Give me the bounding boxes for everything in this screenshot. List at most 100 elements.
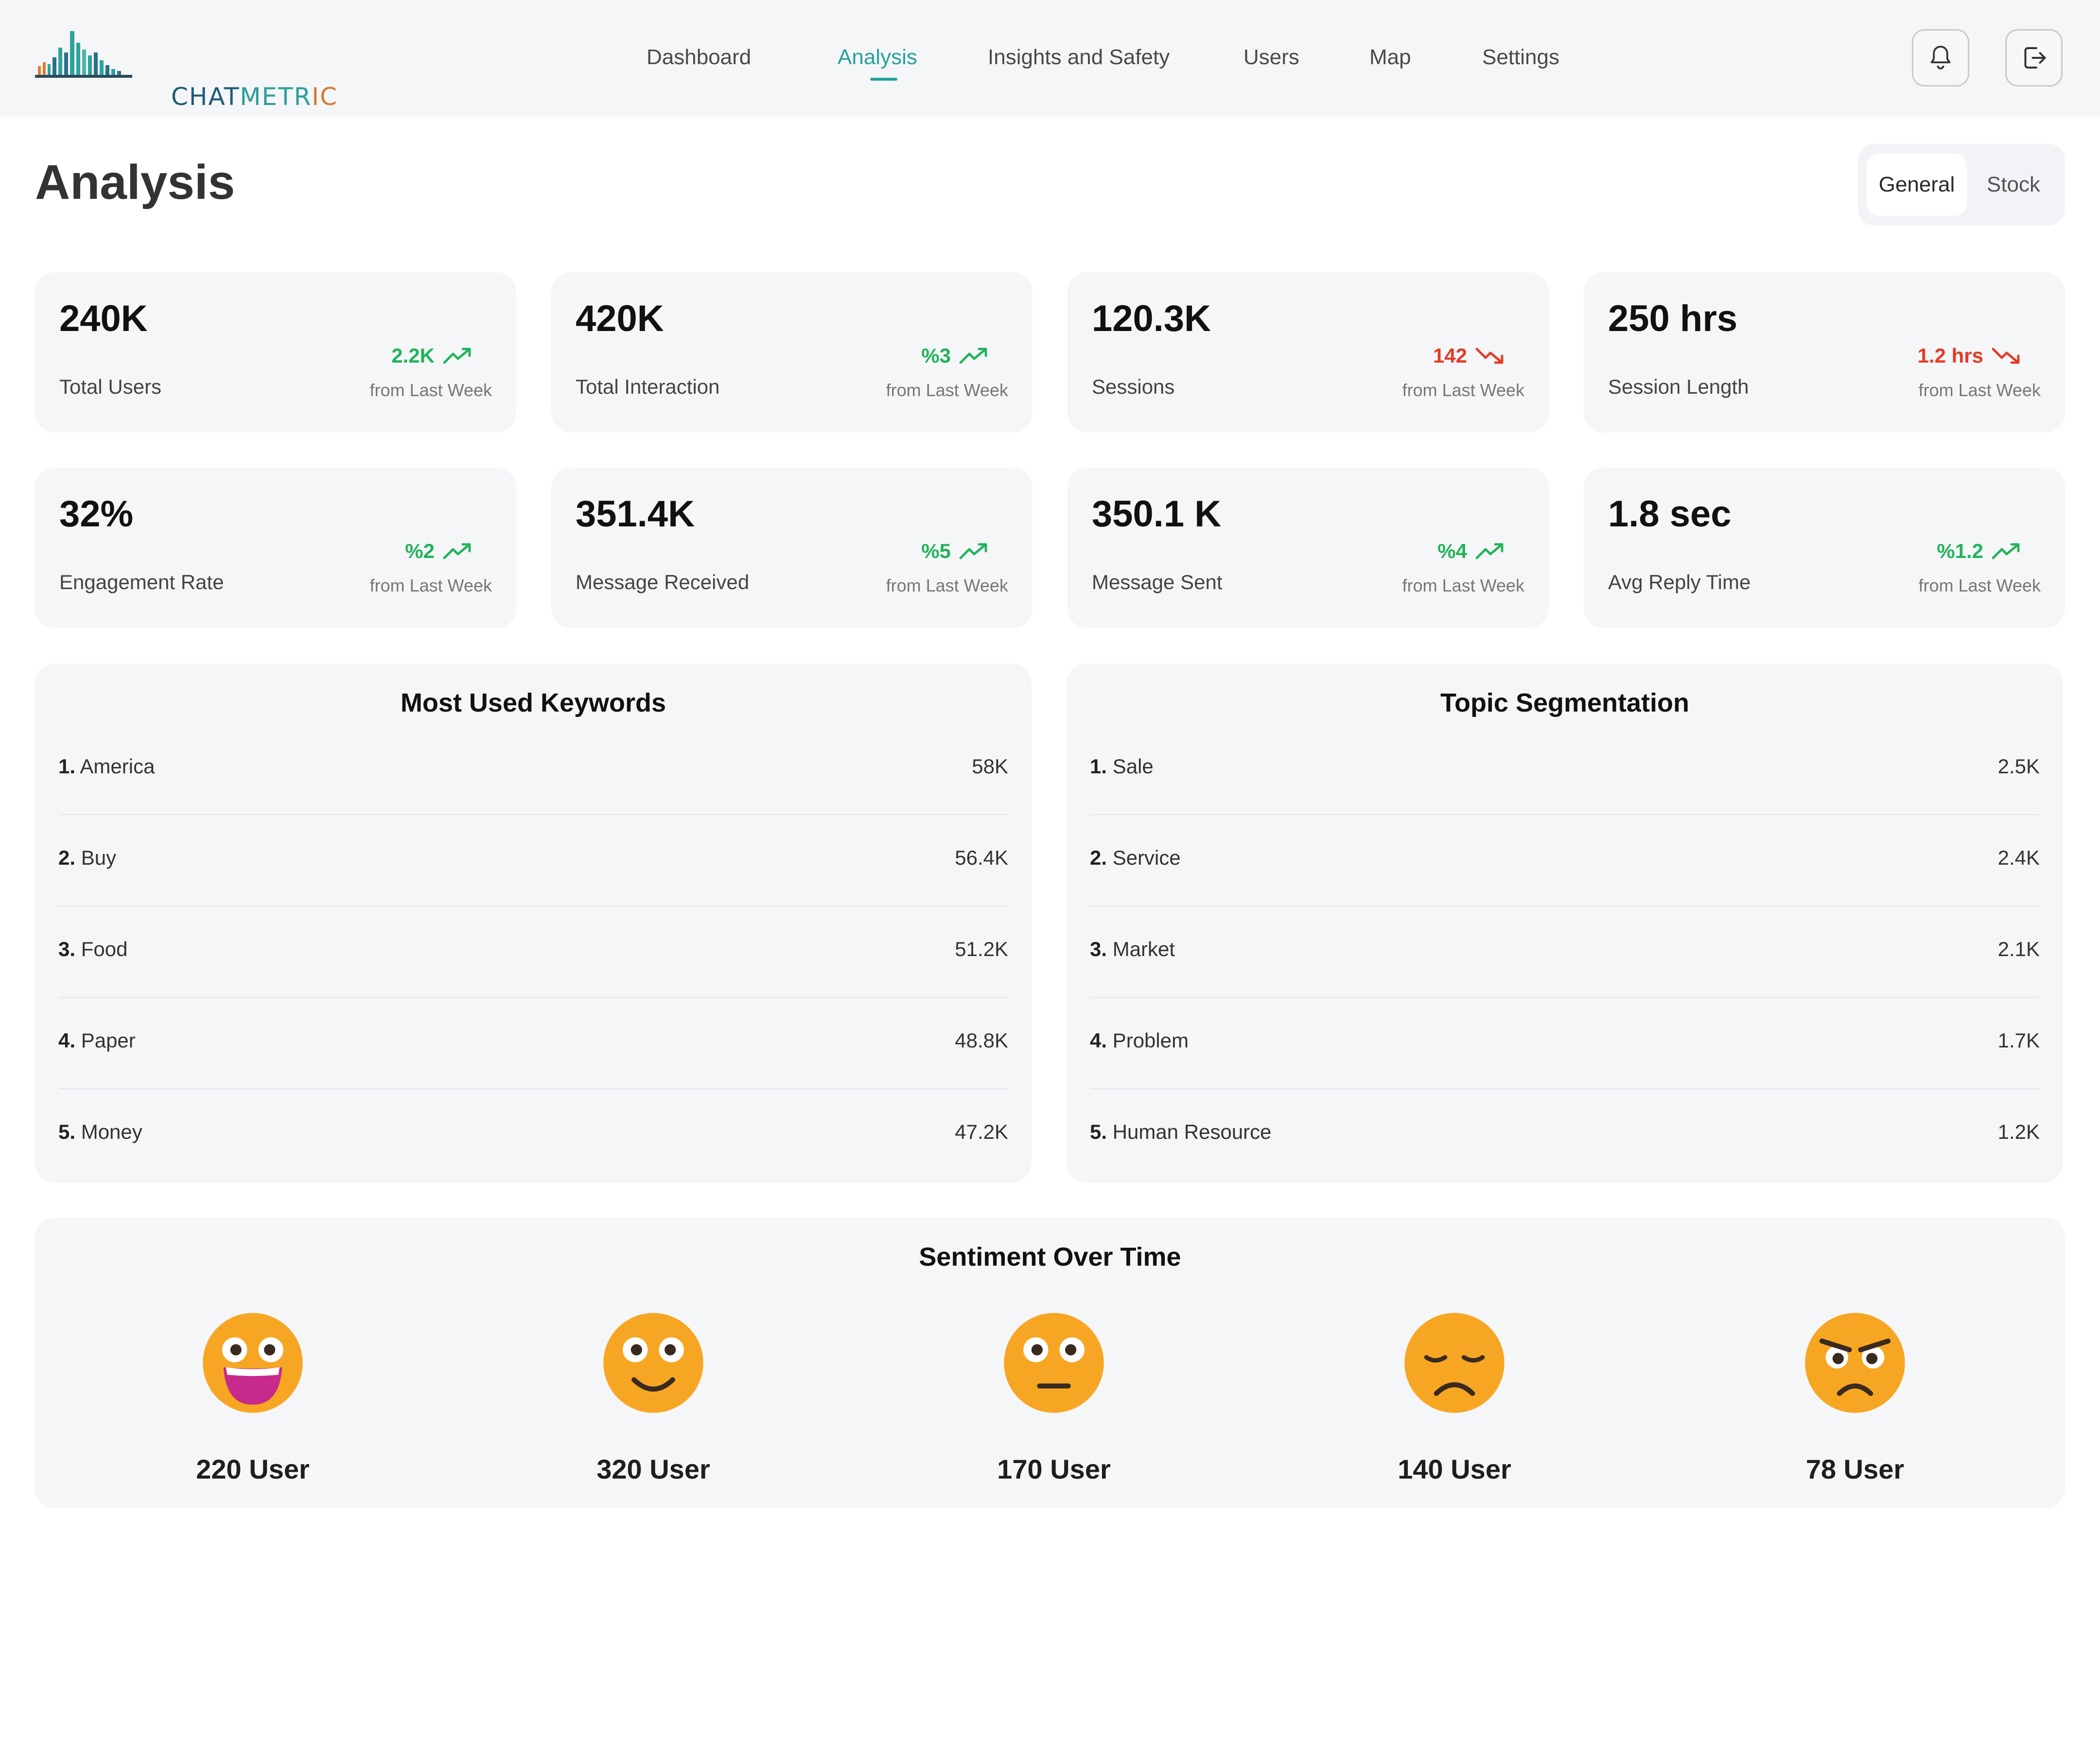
keyword-value: 51.2K	[955, 938, 1008, 960]
trend-up-icon	[1991, 541, 2022, 561]
keyword-label: 5. Money	[58, 1120, 142, 1144]
trend-up-icon	[1475, 541, 1506, 561]
topic-label: 1. Sale	[1090, 755, 1154, 778]
topics-panel: Topic Segmentation 1. Sale 2.5K 2. Service…	[1067, 663, 2063, 1183]
keyword-name: Buy	[81, 846, 117, 869]
keyword-row: 3. Food 51.2K	[58, 906, 1008, 998]
stat-change-value: 142	[1433, 344, 1467, 367]
stat-change: %2	[405, 540, 473, 563]
sentiment-item: 170 User	[981, 1312, 1127, 1497]
stat-change-value: 2.2K	[391, 344, 435, 367]
stat-value: 1.8 sec	[1608, 493, 1732, 535]
stat-compare-text: from Last Week	[369, 575, 492, 595]
stat-compare-text: from Last Week	[886, 380, 1008, 400]
sentiment-item: 140 User	[1382, 1312, 1527, 1497]
stat-change-value: %5	[921, 540, 951, 562]
stat-label: Total Users	[59, 375, 162, 398]
topic-name: Service	[1112, 846, 1181, 869]
stat-change-value: 1.2 hrs	[1917, 344, 1983, 367]
toggle-general[interactable]: General	[1867, 154, 1967, 216]
smiling-face-icon	[603, 1313, 703, 1413]
topic-label: 4. Problem	[1090, 1029, 1189, 1052]
stat-card: 350.1 K Message Sent %4 from Last Week	[1068, 468, 1549, 628]
keyword-name: Money	[81, 1120, 142, 1143]
stat-value: 420K	[576, 298, 664, 339]
keyword-name: Paper	[81, 1029, 136, 1052]
nav-map[interactable]: Map	[1369, 45, 1411, 69]
stat-value: 120.3K	[1092, 298, 1211, 339]
chatmetric-logo[interactable]: CHATMETRIC	[35, 28, 337, 111]
stat-card: 120.3K Sessions 142 from Last Week	[1068, 272, 1549, 433]
keyword-label: 3. Food	[58, 938, 127, 961]
sad-face-icon	[1404, 1313, 1505, 1413]
trend-down-icon	[1991, 346, 2022, 366]
stat-card: 1.8 sec Avg Reply Time %1.2 from Last Week	[1584, 468, 2065, 628]
sentiment-count: 220 User	[196, 1454, 310, 1484]
keyword-label: 2. Buy	[58, 846, 116, 870]
sentiment-panel: Sentiment Over Time 220 User 320 User 170 …	[35, 1218, 2065, 1508]
nav-insights-and-safety[interactable]: Insights and Safety	[988, 45, 1170, 69]
keyword-value: 56.4K	[955, 846, 1008, 869]
active-nav-indicator	[870, 78, 897, 81]
topic-name: Problem	[1112, 1029, 1189, 1052]
grinning-face-icon	[203, 1313, 303, 1413]
stat-compare-text: from Last Week	[886, 575, 1008, 595]
stat-card: 32% Engagement Rate %2 from Last Week	[35, 468, 516, 628]
stat-value: 32%	[59, 493, 134, 535]
topic-value: 2.1K	[1997, 938, 2040, 960]
topic-label: 3. Market	[1090, 938, 1175, 961]
topic-name: Human Resource	[1112, 1120, 1272, 1143]
stat-card: 250 hrs Session Length 1.2 hrs from Last We…	[1584, 272, 2065, 433]
keyword-name: America	[80, 755, 155, 778]
row-divider	[58, 814, 1008, 815]
stat-change: %3	[921, 344, 990, 367]
row-divider	[58, 1088, 1008, 1089]
logo-text: CHATMETRIC	[171, 83, 338, 111]
topic-row: 3. Market 2.1K	[1090, 906, 2040, 998]
sentiment-item: 78 User	[1782, 1312, 1928, 1497]
keyword-rank: 4.	[58, 1029, 76, 1052]
stat-label: Total Interaction	[576, 375, 720, 398]
topic-row: 2. Service 2.4K	[1090, 815, 2040, 906]
angry-face-icon	[1805, 1313, 1905, 1413]
logout-button[interactable]	[2005, 29, 2063, 87]
toggle-stock[interactable]: Stock	[1986, 173, 2041, 196]
stat-card: 420K Total Interaction %3 from Last Week	[551, 272, 1032, 433]
topics-title: Topic Segmentation	[1440, 688, 1690, 717]
notifications-button[interactable]	[1912, 29, 1969, 87]
nav-settings[interactable]: Settings	[1482, 45, 1559, 69]
stat-label: Avg Reply Time	[1608, 571, 1751, 593]
topic-name: Sale	[1112, 755, 1154, 778]
topic-rank: 4.	[1090, 1029, 1107, 1052]
stat-value: 351.4K	[576, 493, 695, 535]
stat-change-value: %1.2	[1937, 540, 1983, 562]
nav-dashboard[interactable]: Dashboard	[647, 45, 752, 69]
nav-users[interactable]: Users	[1243, 45, 1299, 69]
sentiment-item: 220 User	[180, 1312, 326, 1497]
stat-value: 350.1 K	[1092, 493, 1222, 535]
topic-value: 1.7K	[1997, 1029, 2040, 1052]
stat-change: %1.2	[1937, 540, 2022, 563]
trend-up-icon	[442, 541, 473, 561]
stat-change: 1.2 hrs	[1918, 344, 2022, 367]
keywords-title: Most Used Keywords	[400, 688, 666, 717]
keywords-panel: Most Used Keywords 1. America 58K 2. Buy 56…	[35, 663, 1032, 1183]
sentiment-count: 140 User	[1398, 1454, 1511, 1484]
stat-change: 2.2K	[391, 344, 473, 367]
stat-change-value: %3	[921, 344, 951, 367]
keyword-rank: 1.	[58, 755, 76, 778]
topic-value: 1.2K	[1997, 1120, 2040, 1143]
sentiment-count: 170 User	[997, 1454, 1111, 1484]
stat-change: 142	[1433, 344, 1506, 367]
nav-analysis[interactable]: Analysis	[838, 45, 917, 69]
view-toggle: General Stock	[1858, 144, 2065, 226]
stat-change: %5	[921, 540, 990, 563]
topic-rank: 1.	[1090, 755, 1107, 778]
topic-rank: 5.	[1090, 1120, 1107, 1143]
topic-rank: 2.	[1090, 846, 1107, 869]
keyword-label: 1. America	[58, 755, 155, 778]
topic-value: 2.5K	[1997, 755, 2040, 778]
stat-compare-text: from Last Week	[1402, 380, 1524, 400]
keyword-rank: 3.	[58, 938, 76, 960]
keyword-value: 48.8K	[955, 1029, 1008, 1052]
